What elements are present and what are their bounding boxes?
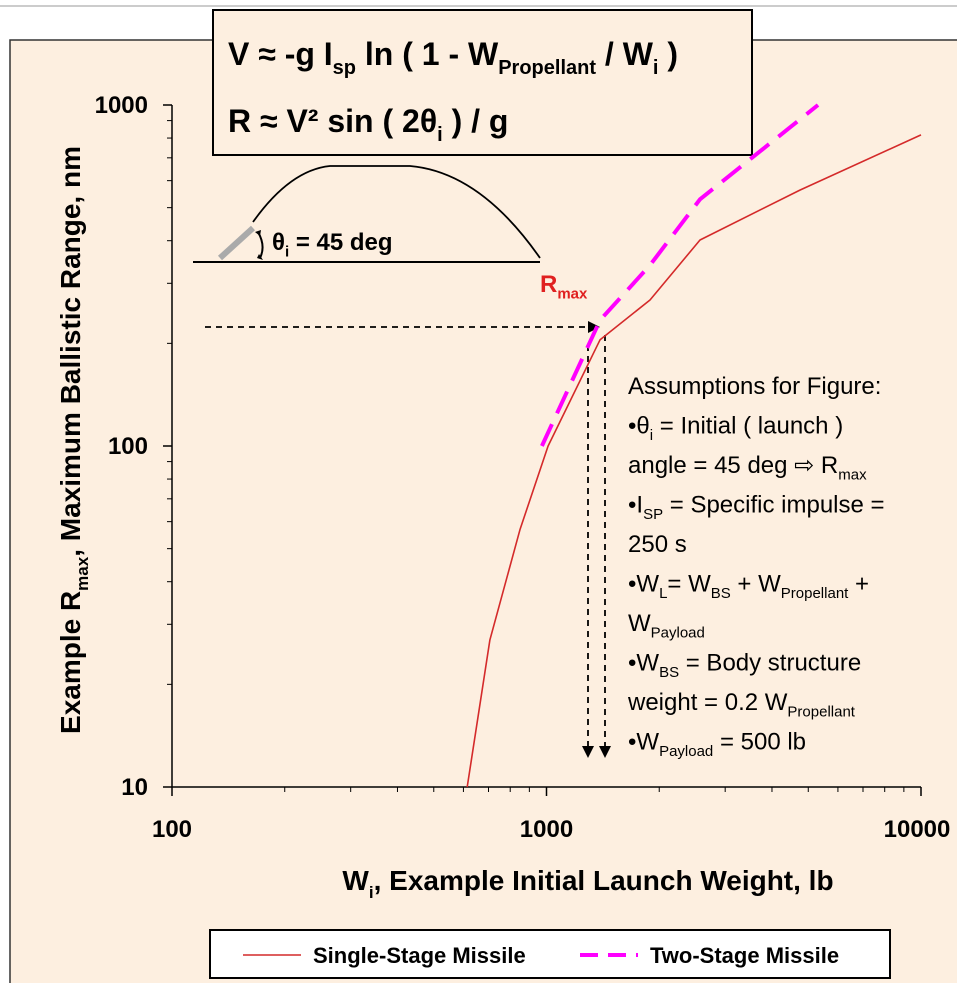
assumption-line: WPayload [628,610,705,642]
series-line [466,134,922,788]
y-tick-label: 100 [108,433,148,460]
arrowhead [588,321,600,333]
text-part: weight = 0.2 W [627,689,788,716]
y-axis-label: Example Rmax, Maximum Ballistic Range, n… [55,146,92,734]
text-part: •θ [628,413,650,440]
text-part: = 45 deg [289,229,392,256]
missile [217,225,256,261]
text-part: ) / g [443,103,509,139]
text-part: •W [628,571,659,598]
text-part: W [628,610,651,637]
assumption-line: •WL= WBS + WPropellant + [628,571,869,603]
subscript: i [653,57,659,79]
arrowhead [582,746,594,758]
rmax-label: Rmax [540,271,588,303]
arrowhead [599,746,611,758]
assumption-line: •ISP = Specific impulse = [628,492,885,524]
subscript: Payload [659,743,713,760]
assumption-line: angle = 45 deg ⇨ Rmax [628,452,867,484]
assumption-line: •WPayload = 500 lb [628,729,806,761]
subscript: SP [643,506,663,523]
subscript: i [650,427,653,444]
angle-label: θi = 45 deg [272,229,393,261]
text-part: V ≈ -g I [228,36,333,72]
subscript: max [73,556,92,591]
text-part: •W [628,650,659,677]
x-tick-label: 10000 [884,816,951,843]
text-part: / W [596,36,654,72]
text-part: Example R [55,591,86,734]
assumption-line: Assumptions for Figure: [628,373,881,400]
text-part: + [848,571,869,598]
y-tick-label: 1000 [95,92,148,119]
y-tick-label: 10 [121,774,148,801]
x-axis-label: Wi, Example Initial Launch Weight, lb [342,865,833,902]
text-part: angle = 45 deg ⇨ R [628,452,838,479]
subscript: max [557,286,588,303]
text-part: = Specific impulse = [663,492,884,519]
trajectory [252,165,541,259]
series-line [540,103,820,447]
text-part: θ [272,229,285,256]
text-part: 250 s [628,531,687,558]
subscript: BS [711,585,731,602]
subscript: sp [333,57,356,79]
legend-label: Single-Stage Missile [313,943,526,968]
text-part: W [342,865,369,896]
assumption-line: •θi = Initial ( launch ) [628,413,843,445]
subscript: max [838,467,867,484]
subscript: i [437,124,443,146]
subscript: Propellant [498,57,596,79]
assumption-line: weight = 0.2 WPropellant [627,689,856,721]
assumption-line: 250 s [628,531,687,558]
text-part: •W [628,729,659,756]
subscript: L [659,585,667,602]
legend-box [209,929,891,979]
text-part: , Maximum Ballistic Range, nm [55,146,86,557]
subscript: Propellant [781,585,849,602]
text-part: R ≈ V² sin ( 2θ [228,103,437,139]
x-tick-label: 100 [152,816,192,843]
subscript: BS [659,664,679,681]
text-part: + W [731,571,781,598]
subscript: Propellant [787,704,855,721]
text-part: ln ( 1 - W [356,36,499,72]
subscript: i [285,244,289,261]
text-part: , Example Initial Launch Weight, lb [374,865,834,896]
text-part: = Initial ( launch ) [653,413,843,440]
text-part: = W [667,571,711,598]
x-tick-label: 1000 [520,816,573,843]
equation-box [212,9,753,156]
text-part: R [540,271,557,298]
text-part: ) [658,36,678,72]
subscript: i [369,883,374,902]
text-part: = 500 lb [713,729,806,756]
text-part: Assumptions for Figure: [628,373,881,400]
assumption-line: •WBS = Body structure [628,650,861,682]
subscript: Payload [651,625,705,642]
legend-label: Two-Stage Missile [650,943,839,968]
equation: R ≈ V² sin ( 2θi ) / g [228,103,508,146]
angle-arrowheads [255,230,263,260]
equation: V ≈ -g Isp ln ( 1 - WPropellant / Wi ) [228,36,678,79]
text-part: = Body structure [679,650,861,677]
text-part: •I [628,492,643,519]
